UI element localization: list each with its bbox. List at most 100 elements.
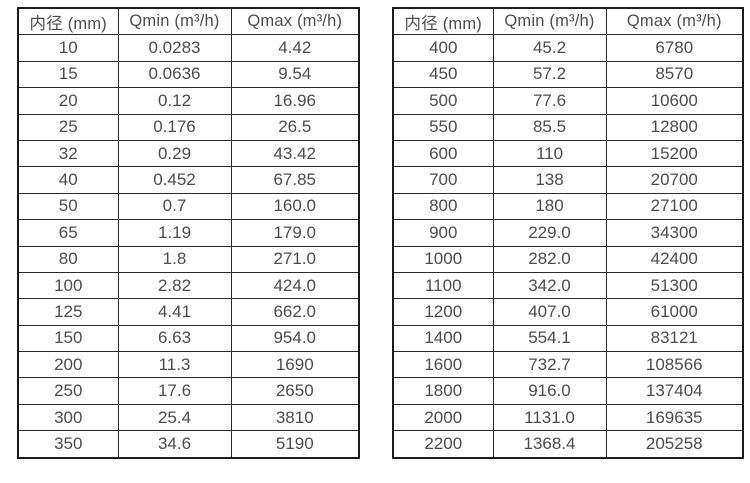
table-row: 800 180 27100: [392, 192, 744, 221]
table-row: 1200 407.0 61000: [392, 298, 744, 326]
table-cell: 282.0: [492, 245, 607, 273]
table-cell: 15: [17, 60, 119, 89]
table-body: 400 45.2 6780 450 57.2 8570 500 77.6 10600 550 85.…: [392, 34, 744, 459]
table-cell: 400: [392, 34, 494, 62]
header-row: 内径 (mm) Qmin (m³/h) Qmax (m³/h): [392, 7, 744, 36]
table-row: 1600 732.7 108566: [392, 351, 744, 379]
table-cell: 169635: [605, 403, 744, 432]
table-cell: 550: [392, 113, 494, 141]
table-row: 1100 342.0 51300: [392, 271, 744, 300]
table-row: 900 229.0 34300: [392, 219, 744, 247]
table-cell: 1800: [392, 377, 494, 405]
table-row: 1000 282.0 42400: [392, 245, 744, 273]
table-cell: 20700: [605, 166, 744, 194]
table-cell: 51300: [605, 271, 744, 300]
table-cell: 1690: [230, 351, 360, 379]
table-cell: 0.452: [117, 166, 232, 194]
table-cell: 0.7: [117, 192, 232, 221]
table-cell: 179.0: [230, 219, 360, 247]
table-cell: 43.42: [230, 139, 360, 168]
table-cell: 57.2: [492, 60, 607, 89]
column-header-1: Qmin (m³/h): [492, 7, 607, 36]
table-row: 450 57.2 8570: [392, 60, 744, 89]
table-row: 10 0.0283 4.42: [17, 34, 360, 62]
table-row: 25 0.176 26.5: [17, 113, 360, 141]
table-cell: 61000: [605, 298, 744, 326]
table-cell: 2200: [392, 430, 494, 459]
header-row: 内径 (mm) Qmin (m³/h) Qmax (m³/h): [17, 7, 360, 36]
table-cell: 6780: [605, 34, 744, 62]
table-cell: 80: [17, 245, 119, 273]
table-cell: 8570: [605, 60, 744, 89]
table-row: 150 6.63 954.0: [17, 324, 360, 353]
table-header: 内径 (mm) Qmin (m³/h) Qmax (m³/h): [392, 7, 744, 36]
table-row: 32 0.29 43.42: [17, 139, 360, 168]
column-header-0: 内径 (mm): [17, 7, 119, 36]
table-cell: 45.2: [492, 34, 607, 62]
table-cell: 424.0: [230, 271, 360, 300]
table-cell: 150: [17, 324, 119, 353]
table-row: 300 25.4 3810: [17, 403, 360, 432]
table-row: 400 45.2 6780: [392, 34, 744, 62]
table-cell: 1000: [392, 245, 494, 273]
table-cell: 85.5: [492, 113, 607, 141]
table-cell: 4.42: [230, 34, 360, 62]
table-row: 80 1.8 271.0: [17, 245, 360, 273]
table-cell: 25.4: [117, 403, 232, 432]
table-cell: 138: [492, 166, 607, 194]
table-cell: 34.6: [117, 430, 232, 459]
table-cell: 137404: [605, 377, 744, 405]
table-cell: 1400: [392, 324, 494, 353]
table-row: 1800 916.0 137404: [392, 377, 744, 405]
table-body: 10 0.0283 4.42 15 0.0636 9.54 20 0.12 16.96 25 0.1…: [17, 34, 360, 459]
table-cell: 160.0: [230, 192, 360, 221]
table-cell: 200: [17, 351, 119, 379]
table-cell: 10: [17, 34, 119, 62]
table-cell: 17.6: [117, 377, 232, 405]
table-cell: 229.0: [492, 219, 607, 247]
table-cell: 350: [17, 430, 119, 459]
table-row: 2000 1131.0 169635: [392, 403, 744, 432]
table-cell: 271.0: [230, 245, 360, 273]
flow-table-small-diameters: 内径 (mm) Qmin (m³/h) Qmax (m³/h) 10 0.0283 4.…: [17, 7, 360, 459]
table-row: 20 0.12 16.96: [17, 87, 360, 115]
table-cell: 9.54: [230, 60, 360, 89]
table-cell: 3810: [230, 403, 360, 432]
table-cell: 0.0283: [117, 34, 232, 62]
table-row: 250 17.6 2650: [17, 377, 360, 405]
table-cell: 0.176: [117, 113, 232, 141]
table-cell: 2.82: [117, 271, 232, 300]
table-cell: 6.63: [117, 324, 232, 353]
table-row: 200 11.3 1690: [17, 351, 360, 379]
table-cell: 732.7: [492, 351, 607, 379]
table-cell: 300: [17, 403, 119, 432]
table-cell: 800: [392, 192, 494, 221]
table-cell: 16.96: [230, 87, 360, 115]
table-cell: 600: [392, 139, 494, 168]
table-cell: 125: [17, 298, 119, 326]
flow-table-large-diameters: 内径 (mm) Qmin (m³/h) Qmax (m³/h) 400 45.2 678…: [392, 7, 744, 459]
table-row: 500 77.6 10600: [392, 87, 744, 115]
table-cell: 5190: [230, 430, 360, 459]
table-cell: 662.0: [230, 298, 360, 326]
column-header-2: Qmax (m³/h): [605, 7, 744, 36]
table-cell: 500: [392, 87, 494, 115]
table-cell: 27100: [605, 192, 744, 221]
table-cell: 0.0636: [117, 60, 232, 89]
table-row: 1400 554.1 83121: [392, 324, 744, 353]
table-cell: 1.8: [117, 245, 232, 273]
table-cell: 32: [17, 139, 119, 168]
table-row: 550 85.5 12800: [392, 113, 744, 141]
table-cell: 554.1: [492, 324, 607, 353]
column-header-0: 内径 (mm): [392, 7, 494, 36]
table-cell: 450: [392, 60, 494, 89]
table-row: 15 0.0636 9.54: [17, 60, 360, 89]
column-header-1: Qmin (m³/h): [117, 7, 232, 36]
table-cell: 1368.4: [492, 430, 607, 459]
table-header: 内径 (mm) Qmin (m³/h) Qmax (m³/h): [17, 7, 360, 36]
table-cell: 2650: [230, 377, 360, 405]
table-cell: 4.41: [117, 298, 232, 326]
table-cell: 42400: [605, 245, 744, 273]
table-cell: 12800: [605, 113, 744, 141]
